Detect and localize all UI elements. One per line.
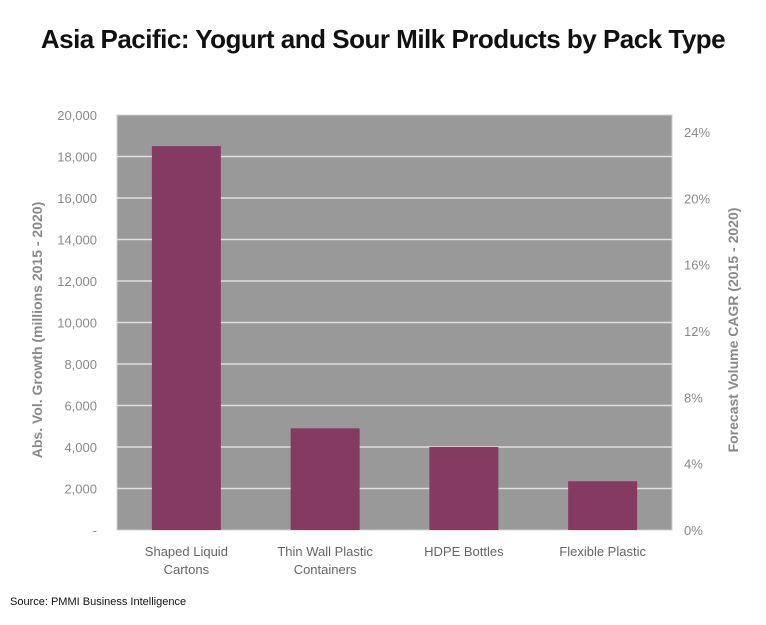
y-tick-label: 8,000: [64, 357, 97, 372]
y-axis-label: Abs. Vol. Growth (millions 2015 - 2020): [29, 202, 45, 458]
y-tick-label: 6,000: [64, 399, 97, 414]
y-tick-label: 2,000: [64, 482, 97, 497]
y2-tick-label: 20%: [684, 191, 710, 206]
bar: [568, 481, 638, 530]
y-tick-label: 14,000: [57, 233, 97, 248]
y2-tick-label: 8%: [684, 390, 703, 405]
x-tick-label: Flexible Plastic: [559, 544, 646, 559]
x-tick-label: Thin Wall Plastic: [277, 544, 373, 559]
bar: [151, 146, 221, 530]
y2-tick-label: 0%: [684, 523, 703, 538]
y-tick-label: -: [93, 523, 97, 538]
bar: [290, 428, 360, 530]
y-tick-label: 12,000: [57, 274, 97, 289]
y-tick-label: 10,000: [57, 316, 97, 331]
y-tick-label: 4,000: [64, 440, 97, 455]
x-tick-label: HDPE Bottles: [424, 544, 504, 559]
y2-tick-label: 16%: [684, 258, 710, 273]
y2-tick-label: 24%: [684, 125, 710, 140]
y-tick-label: 18,000: [57, 150, 97, 165]
source-note: Source: PMMI Business Intelligence: [10, 596, 187, 608]
y-tick-label: 16,000: [57, 191, 97, 206]
x-tick-label: Containers: [294, 562, 357, 577]
y-tick-label: 20,000: [57, 108, 97, 123]
y2-tick-label: 4%: [684, 457, 703, 472]
bar: [429, 447, 499, 530]
x-tick-label: Cartons: [164, 562, 210, 577]
y2-tick-label: 12%: [684, 324, 710, 339]
x-tick-label: Shaped Liquid: [145, 544, 228, 559]
chart-title: Asia Pacific: Yogurt and Sour Milk Produ…: [40, 24, 726, 54]
y2-axis-label: Forecast Volume CAGR (2015 - 2020): [725, 208, 741, 453]
